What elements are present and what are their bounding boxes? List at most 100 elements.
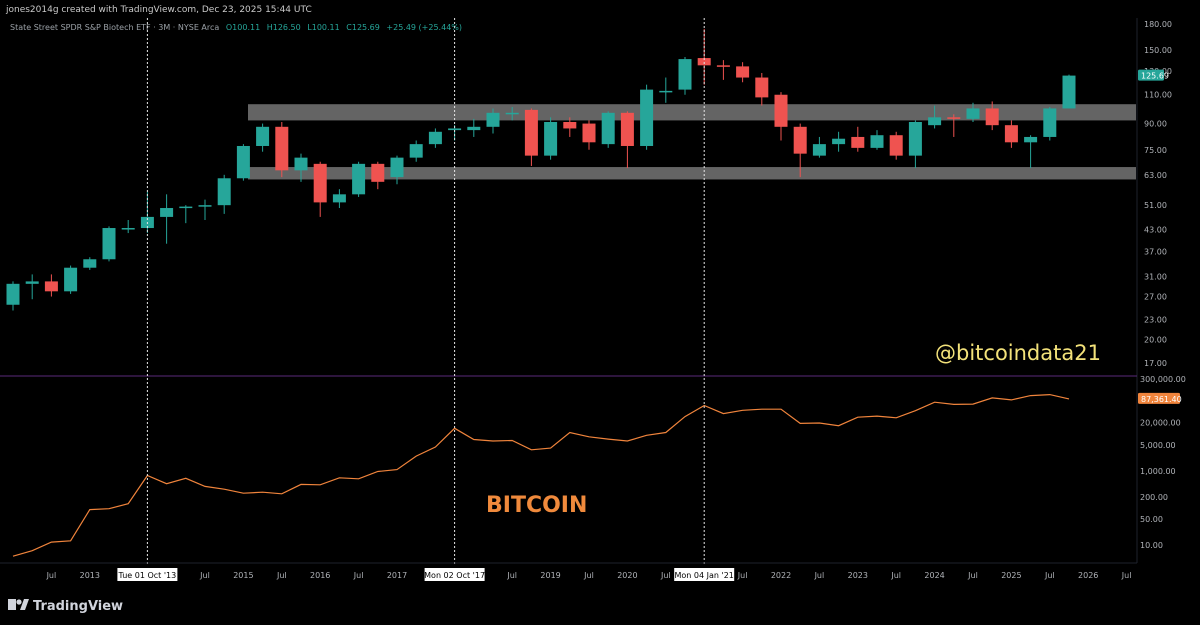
price-tick-label: 180.00 <box>1144 20 1172 29</box>
candle-body <box>428 131 442 145</box>
candle-2022Q4 <box>832 131 846 152</box>
price-tick-label: 20.00 <box>1144 336 1167 345</box>
ohlc-close: C125.69 <box>346 23 380 32</box>
candle-2016Q3 <box>352 161 366 197</box>
candle-body <box>198 205 212 207</box>
price-tick-label: 37.00 <box>1144 247 1167 256</box>
candle-body <box>716 65 730 67</box>
candle-2016Q1 <box>313 161 327 217</box>
candle-body <box>448 128 462 131</box>
candle-2023Q1 <box>851 126 865 152</box>
price-tick-label: 23.00 <box>1144 316 1167 325</box>
candle-body <box>620 112 634 146</box>
bitcoin-tick-label: 1,000.00 <box>1140 467 1176 476</box>
candle-2022Q3 <box>812 136 826 158</box>
candle-2012Q2 <box>25 274 39 300</box>
candle-2014Q2 <box>179 205 193 224</box>
candle-body <box>236 145 250 179</box>
candle-body <box>486 112 500 127</box>
marker-label: Tue 01 Oct '13 <box>118 571 177 580</box>
candle-body <box>601 112 615 145</box>
marker-label: Mon 02 Oct '17 <box>424 571 485 580</box>
candle-2020Q1 <box>620 111 634 169</box>
candle-2017Q3 <box>428 128 442 148</box>
time-axis: Jul 2013 Jul 2015 Jul 2016 Jul 2017 Jul 2019 Jul 20… <box>46 571 1132 580</box>
candle-2015Q4 <box>294 153 308 182</box>
author-handle-watermark: @bitcoindata21 <box>935 341 1101 365</box>
tradingview-brand[interactable]: TradingView <box>8 599 123 614</box>
price-tick-label: 110.00 <box>1144 91 1172 100</box>
last-price-value: 125.69 <box>1141 72 1169 81</box>
time-tick-label: Jul <box>814 571 825 580</box>
candle-body <box>121 228 135 230</box>
candle-2025Q4 <box>1062 74 1076 109</box>
candle-2021Q2 <box>716 60 730 80</box>
marker-label-bg <box>117 568 178 581</box>
candle-2020Q2 <box>640 84 654 150</box>
time-tick-label: 2013 <box>80 571 100 580</box>
price-tick-label: 31.00 <box>1144 273 1167 282</box>
etf-candles-pane: 180.00150.00130.00110.0090.0075.0063.005… <box>6 20 1172 368</box>
candle-2015Q3 <box>275 121 289 178</box>
candle-body <box>544 121 558 156</box>
tradingview-logo-icon <box>8 599 29 610</box>
candle-body <box>812 144 826 156</box>
candle-2014Q4 <box>217 174 231 214</box>
candle-2016Q4 <box>371 161 385 190</box>
candle-2020Q4 <box>678 57 692 95</box>
candle-body <box>582 123 596 143</box>
time-tick-label: 2020 <box>617 571 637 580</box>
bitcoin-price-axis: 300,000.00 20,000.00 5,000.00 1,000.00 200.0… <box>1140 375 1186 550</box>
price-tick-label: 63.00 <box>1144 171 1167 180</box>
time-tick-label: 2016 <box>310 571 330 580</box>
candle-2013Q1 <box>83 257 97 270</box>
time-tick-label: 2022 <box>771 571 791 580</box>
candle-body <box>275 126 289 171</box>
candle-2022Q2 <box>793 123 807 178</box>
candle-2021Q3 <box>736 62 750 83</box>
bitcoin-tick-label: 5,000.00 <box>1140 441 1176 450</box>
zone-1 <box>248 104 1136 121</box>
time-tick-label: Jul <box>1044 571 1055 580</box>
bitcoin-price-line <box>12 393 1070 557</box>
last-price-badge-bg <box>1138 69 1164 81</box>
candlestick-series <box>6 28 1076 311</box>
candle-body <box>985 108 999 126</box>
candle-2016Q2 <box>332 189 346 209</box>
candle-body <box>160 208 174 217</box>
candle-2021Q4 <box>755 72 769 106</box>
candle-2013Q2 <box>102 226 116 262</box>
candle-body <box>179 206 193 209</box>
price-tick-label: 27.00 <box>1144 293 1167 302</box>
candle-2012Q1 <box>6 281 20 311</box>
credit-line: jones2014g created with TradingView.com,… <box>5 5 312 15</box>
bitcoin-last-badge: 87,361.40 <box>1138 392 1182 404</box>
candle-2013Q3 <box>121 219 135 234</box>
candle-body <box>294 157 308 171</box>
time-tick-label: Jul <box>737 571 748 580</box>
tradingview-logo-text: TradingView <box>33 599 123 614</box>
candle-body <box>6 283 20 305</box>
price-tick-label: 51.00 <box>1144 201 1167 210</box>
time-tick-label: Jul <box>583 571 594 580</box>
time-tick-label: Jul <box>353 571 364 580</box>
candle-2017Q1 <box>390 155 404 185</box>
marker-label-bg <box>674 568 735 581</box>
time-tick-label: Jul <box>1121 571 1132 580</box>
candle-2015Q2 <box>256 123 270 152</box>
candle-body <box>1004 125 1018 143</box>
candle-body <box>947 117 961 119</box>
candle-body <box>870 135 884 148</box>
candle-body <box>102 228 116 260</box>
bitcoin-tick-label: 20,000.00 <box>1140 419 1181 428</box>
time-tick-label: Jul <box>890 571 901 580</box>
candle-2018Q3 <box>505 107 519 121</box>
candle-body <box>44 281 58 292</box>
ohlc-high: H126.50 <box>267 23 301 32</box>
time-tick-label: 2015 <box>233 571 253 580</box>
candle-body <box>371 163 385 182</box>
candle-body <box>390 157 404 178</box>
time-tick-label: Jul <box>199 571 210 580</box>
time-tick-label: Jul <box>46 571 57 580</box>
